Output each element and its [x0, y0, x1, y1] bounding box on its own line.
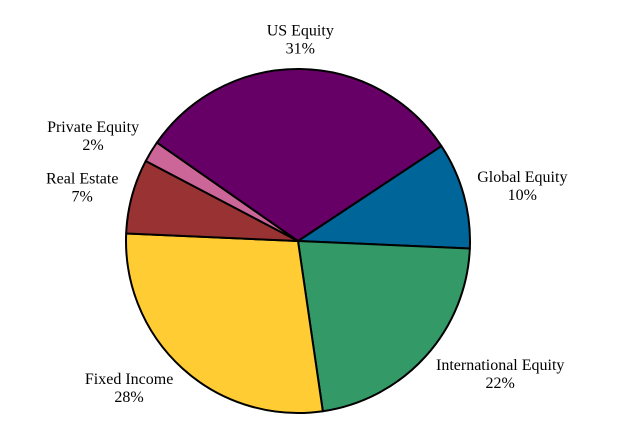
slice-label: Fixed Income	[85, 371, 173, 388]
pie-slice	[297, 240, 471, 413]
slice-value-label: 10%	[508, 187, 537, 204]
slice-label: US Equity	[267, 23, 334, 40]
slice-value-label: 31%	[286, 41, 315, 58]
pie-slice	[125, 232, 324, 414]
slice-value-label: 22%	[486, 375, 515, 392]
pie-slice	[155, 68, 443, 242]
slice-label: Real Estate	[46, 171, 118, 188]
slice-label: International Equity	[436, 357, 564, 374]
slice-value-label: 2%	[82, 137, 103, 154]
slice-label: Global Equity	[477, 169, 567, 186]
slice-value-label: 28%	[114, 389, 143, 406]
slice-label: Private Equity	[47, 119, 139, 136]
slice-value-label: 7%	[72, 189, 93, 206]
pie-slice	[297, 145, 471, 250]
